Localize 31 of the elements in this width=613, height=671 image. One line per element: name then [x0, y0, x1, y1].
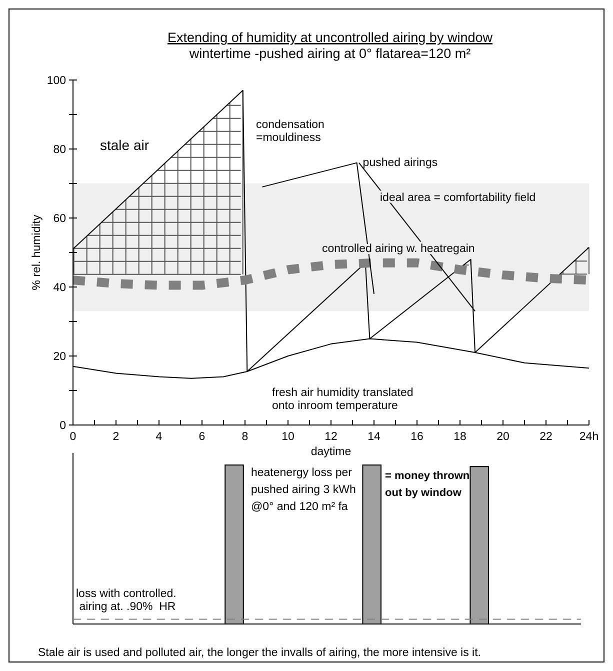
annotation: stale air: [100, 136, 150, 153]
annotation: = money thrown out by window: [385, 470, 470, 499]
x-tick-label: 4: [156, 431, 163, 443]
text: Stale air is used and polluted air, the longer the invalls of airing, the more intensive is it.: [38, 647, 481, 660]
x-tick-label: 22: [540, 431, 552, 443]
chart-title: Extending of humidity at uncontrolled airing by window: [168, 30, 493, 45]
y-tick-label: 0: [60, 420, 66, 432]
x-tick-label: 2: [112, 431, 120, 443]
x-tick-label: 12: [324, 431, 338, 443]
y-axis-title: % rel. humidity: [31, 214, 43, 290]
chart-subtitle: wintertime -pushed airing at 0° flatarea=120 m²: [188, 46, 472, 61]
x-tick-label: 24h: [579, 431, 599, 443]
x-tick-label: 8: [242, 431, 248, 443]
y-tick-label: 80: [53, 144, 66, 156]
annotation: pushed airings: [362, 156, 438, 169]
annotation: heatenergy loss per pushed airing 3 kWh @0° and 120 m² fa: [251, 467, 356, 514]
y-tick-label: 100: [46, 75, 66, 88]
x-tick-label: 6: [198, 431, 206, 443]
x-tick-label: 0: [70, 431, 76, 443]
x-tick-label: 16: [410, 431, 424, 443]
x-tick-label: 20: [496, 431, 510, 443]
y-tick-label: 20: [53, 351, 66, 364]
y-tick-label: 40: [53, 282, 66, 294]
x-axis-title: daytime: [310, 446, 352, 458]
x-tick-label: 18: [454, 431, 466, 443]
annotation: condensation =mouldiness: [256, 119, 324, 144]
x-tick-label: 10: [282, 431, 294, 443]
annotation: fresh air humidity translated onto inroom temperature: [272, 387, 414, 412]
ref-line-label: loss with controlled. airing at. .90% HR: [76, 588, 176, 614]
x-tick-label: 14: [368, 431, 381, 443]
y-tick-label: 60: [53, 213, 66, 226]
